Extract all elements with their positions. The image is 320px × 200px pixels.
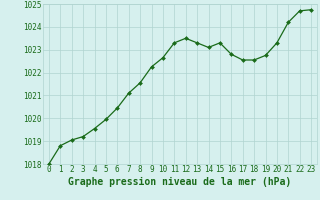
X-axis label: Graphe pression niveau de la mer (hPa): Graphe pression niveau de la mer (hPa) [68, 177, 292, 187]
